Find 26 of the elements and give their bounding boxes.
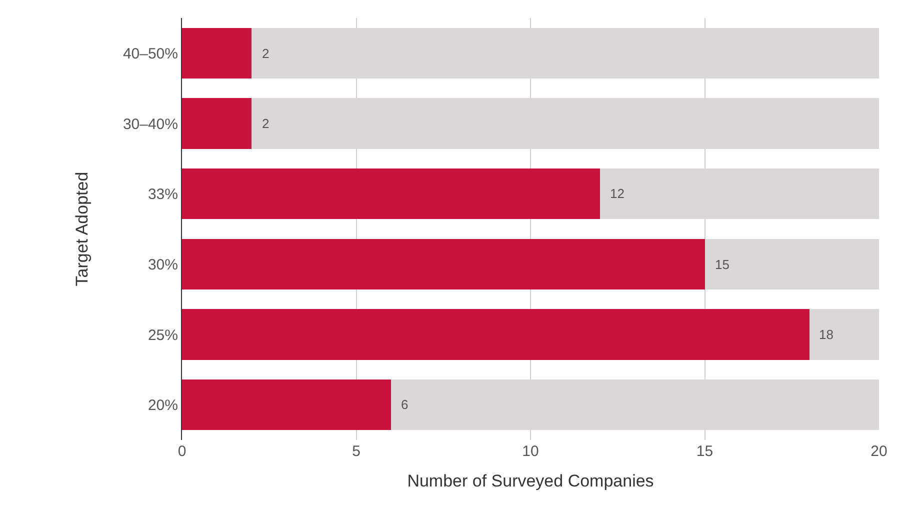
data-label: 6 (401, 397, 408, 412)
x-tick-label: 20 (870, 443, 888, 460)
x-axis-title: Number of Surveyed Companies (407, 471, 654, 490)
bar (182, 238, 705, 290)
x-tick-label: 0 (178, 443, 186, 460)
data-label: 12 (610, 186, 624, 201)
x-tick-label: 5 (352, 443, 360, 460)
y-tick-label: 30% (148, 256, 178, 274)
bar (182, 309, 810, 360)
y-tick-label: 30–40% (122, 116, 178, 133)
y-tick-label: 20% (148, 397, 178, 414)
data-label: 2 (262, 46, 270, 61)
data-label: 15 (715, 257, 730, 272)
bar (182, 168, 600, 220)
bar (182, 28, 252, 78)
bar (182, 98, 252, 149)
y-axis-title: Target Adopted (72, 172, 92, 286)
data-label: 2 (262, 116, 270, 131)
y-tick-label: 33% (148, 186, 178, 204)
x-tick-label: 15 (696, 443, 714, 460)
bar (809, 309, 879, 360)
y-tick-label: 25% (148, 326, 178, 344)
data-label: 18 (819, 327, 834, 342)
bar (182, 380, 392, 430)
y-tick-label: 40–50% (122, 45, 178, 62)
x-tick-label: 10 (522, 443, 539, 460)
